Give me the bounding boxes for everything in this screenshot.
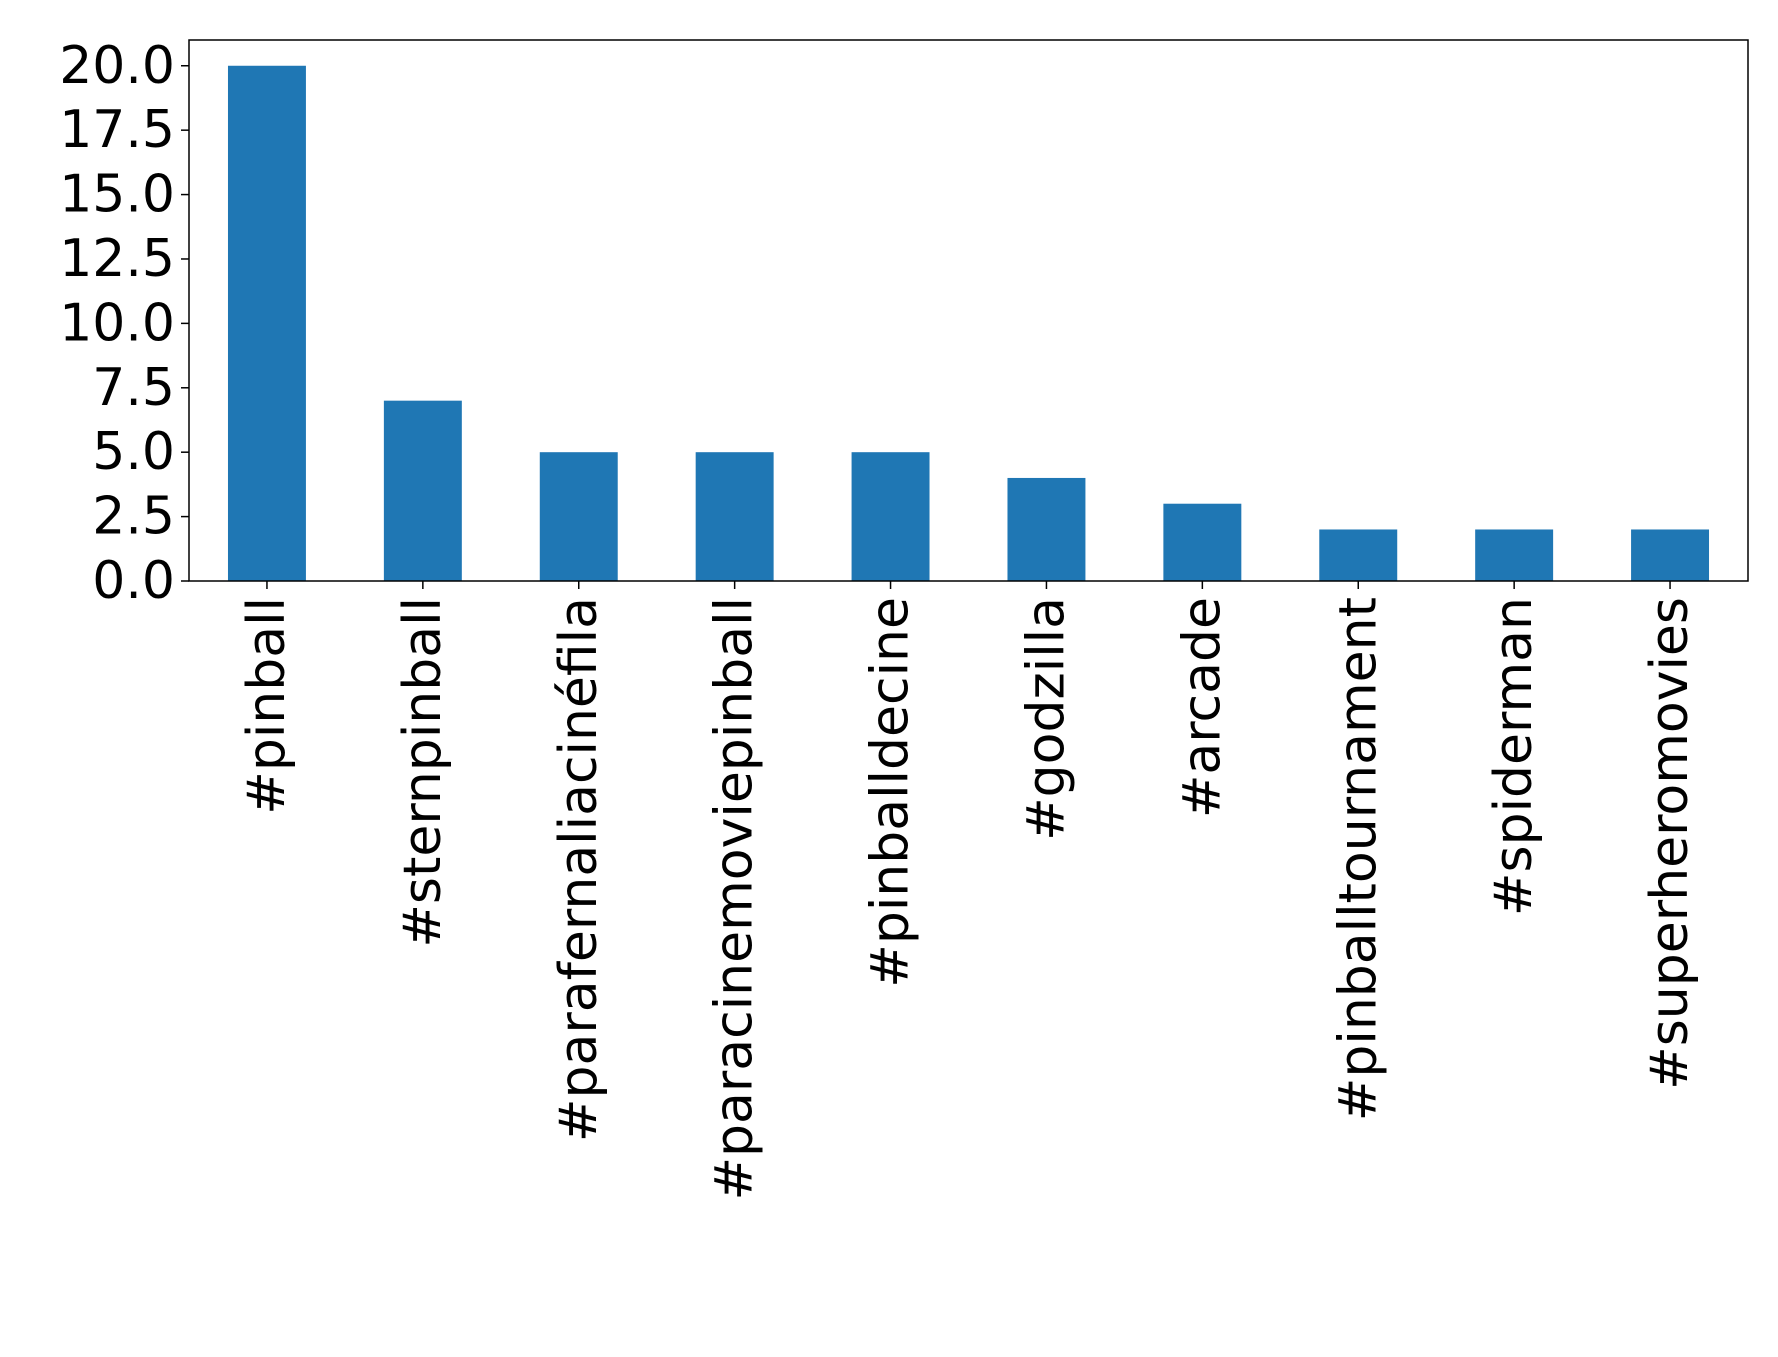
y-tick-label: 17.5 (59, 100, 175, 160)
bar (1163, 503, 1242, 581)
bar (383, 400, 462, 581)
x-tick-label: #parafernaliacinéfila (549, 597, 609, 1142)
bar (227, 65, 306, 581)
x-tick-label: #godzilla (1016, 597, 1076, 841)
bar (1631, 529, 1710, 581)
y-tick-label: 7.5 (92, 358, 175, 418)
y-tick-label: 15.0 (59, 165, 175, 225)
bar (539, 452, 618, 581)
bar (1475, 529, 1554, 581)
bar (1007, 477, 1086, 581)
x-tick-label: #spiderman (1484, 597, 1544, 916)
y-tick-label: 20.0 (59, 36, 175, 96)
x-tick-label: #pinball (237, 597, 297, 815)
x-tick-label: #superheromovies (1640, 597, 1700, 1090)
y-tick-label: 12.5 (59, 229, 175, 289)
x-tick-label: #pinballdecine (861, 597, 921, 988)
bar (695, 452, 774, 581)
x-tick-label: #sternpinball (393, 597, 453, 948)
y-tick-label: 5.0 (92, 422, 175, 482)
bar (1319, 529, 1398, 581)
y-tick-label: 10.0 (59, 293, 175, 353)
x-tick-label: #paracinemoviepinball (705, 597, 765, 1201)
plot-frame (188, 39, 1749, 582)
bar (851, 452, 930, 581)
x-tick-label: #pinballtournament (1328, 597, 1388, 1121)
y-tick-label: 2.5 (92, 487, 175, 547)
y-tick-label: 0.0 (92, 551, 175, 611)
x-tick-label: #arcade (1172, 597, 1232, 818)
